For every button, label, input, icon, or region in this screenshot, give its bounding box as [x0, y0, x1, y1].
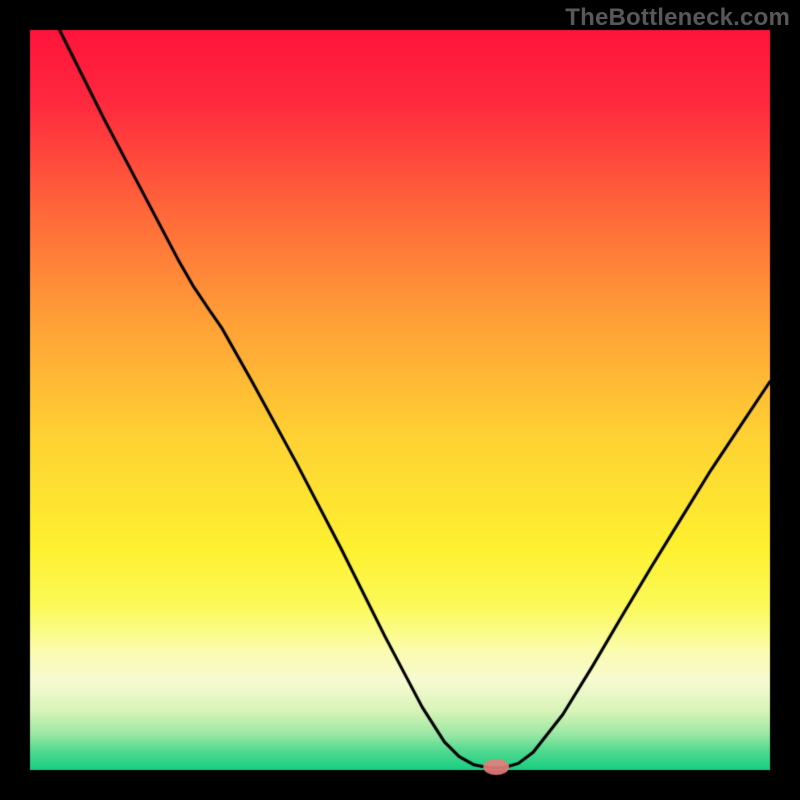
bottleneck-chart: TheBottleneck.com: [0, 0, 800, 800]
chart-canvas: [0, 0, 800, 800]
watermark-label: TheBottleneck.com: [565, 4, 790, 32]
